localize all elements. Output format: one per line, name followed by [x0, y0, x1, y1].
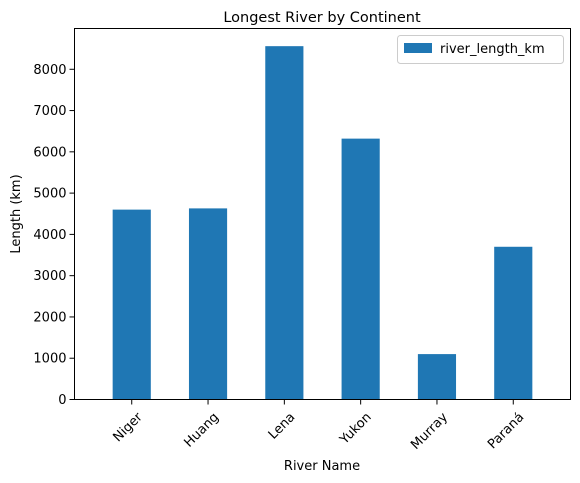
y-axis-label: Length (km) — [9, 174, 24, 253]
legend-label: river_length_km — [440, 42, 545, 57]
chart-title: Longest River by Continent — [223, 10, 421, 26]
y-tick-label: 4000 — [33, 228, 66, 243]
y-tick-label: 7000 — [33, 104, 66, 119]
bar-huang — [188, 208, 228, 400]
bar-niger — [112, 209, 151, 400]
y-tick-label: 1000 — [33, 352, 66, 367]
x-axis-label: River Name — [284, 459, 360, 474]
legend-swatch — [404, 43, 432, 53]
bar-paraná — [494, 246, 533, 400]
plot-frame — [74, 28, 571, 400]
bar-series — [112, 46, 533, 400]
y-tick-label: 0 — [58, 393, 66, 408]
y-tick-label: 8000 — [33, 63, 66, 78]
bar-lena — [265, 46, 304, 400]
bar-yukon — [341, 138, 380, 400]
legend-box — [397, 35, 564, 64]
legend: river_length_km — [397, 35, 564, 64]
y-tick-label: 3000 — [33, 269, 66, 284]
y-tick-label: 5000 — [33, 187, 66, 202]
bar-murray — [417, 354, 457, 400]
y-axis-ticks: 0 1000 2000 3000 4000 5000 6000 7000 8000 — [33, 63, 75, 408]
y-tick-label: 2000 — [33, 310, 66, 325]
y-tick-label: 6000 — [33, 145, 66, 160]
